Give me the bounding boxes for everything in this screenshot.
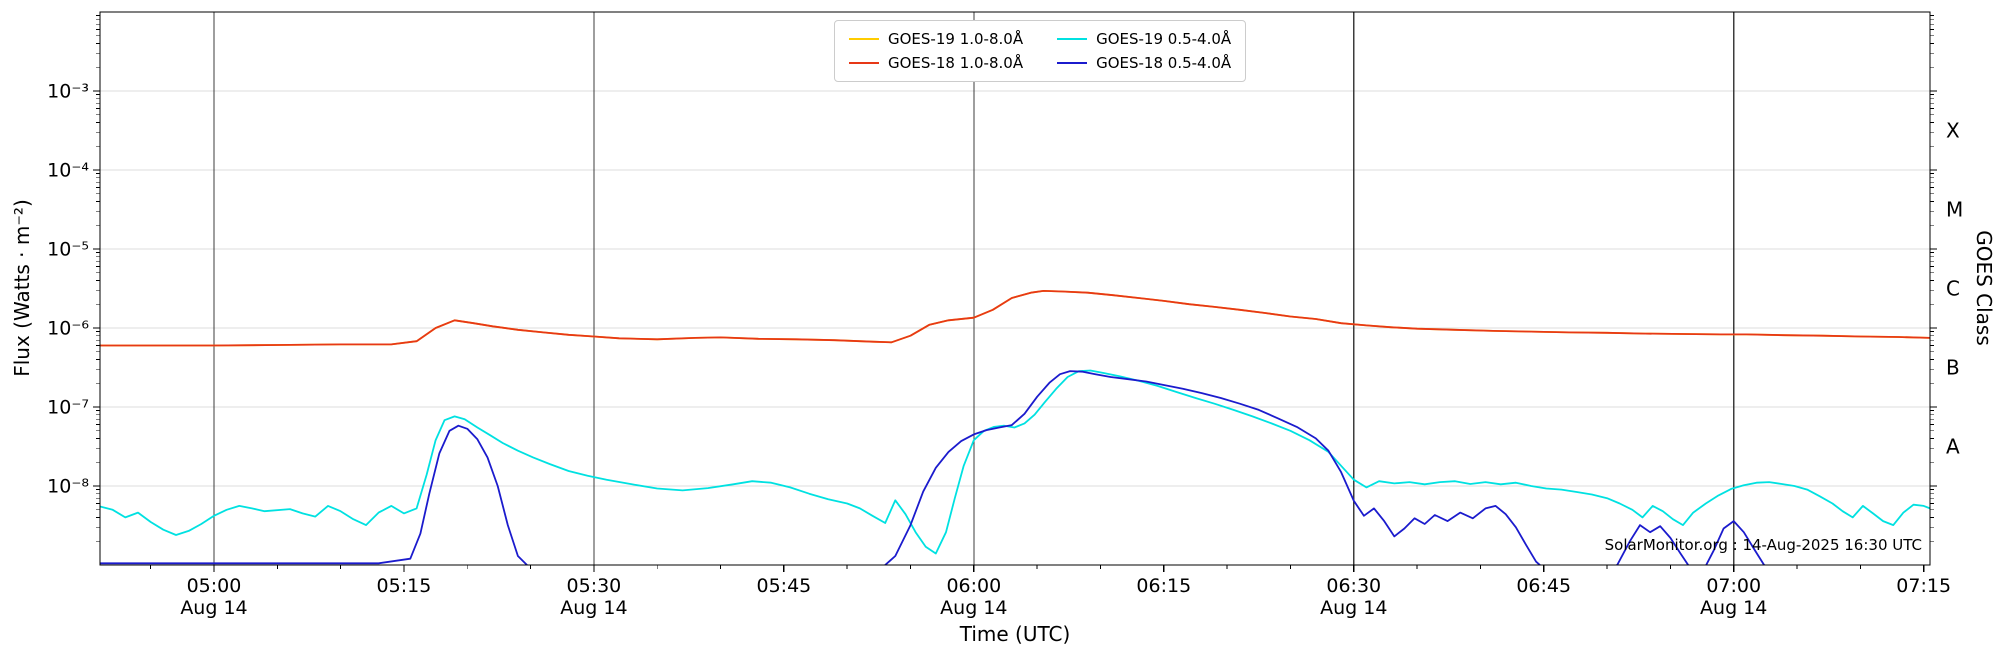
x-tick-date-label: Aug 14 <box>940 597 1007 619</box>
x-tick-label: 05:00 <box>187 575 242 597</box>
x-tick-label: 06:00 <box>946 575 1001 597</box>
x-tick-date-label: Aug 14 <box>560 597 627 619</box>
y-tick-label: 10⁻⁴ <box>47 160 89 182</box>
x-tick-label: 05:30 <box>567 575 622 597</box>
legend-item-goes19-long: GOES-19 1.0-8.0Å <box>849 30 1023 48</box>
goes-class-letter-C: C <box>1946 277 1960 301</box>
y-tick-label: 10⁻³ <box>47 81 89 103</box>
series-line-goes18-short <box>100 370 1767 565</box>
legend-line-swatch-goes18-long <box>849 62 879 64</box>
legend: GOES-19 1.0-8.0Å GOES-18 1.0-8.0Å GOES-19 … <box>834 20 1247 82</box>
legend-line-swatch-goes19-short <box>1057 38 1088 40</box>
x-tick-label: 07:00 <box>1706 575 1761 597</box>
x-tick-label: 06:30 <box>1326 575 1381 597</box>
x-axis-title: Time (UTC) <box>959 622 1071 646</box>
legend-label-goes19-long: GOES-19 1.0-8.0Å <box>888 30 1024 48</box>
y-tick-label: 10⁻⁷ <box>47 397 89 419</box>
watermark-text: SolarMonitor.org : 14-Aug-2025 16:30 UTC <box>1604 536 1922 554</box>
legend-item-goes18-long: GOES-18 1.0-8.0Å <box>849 54 1023 72</box>
x-tick-date-label: Aug 14 <box>180 597 247 619</box>
x-tick-label: 07:15 <box>1896 575 1951 597</box>
series-line-goes19-short <box>100 369 1930 555</box>
series-line-goes18-long <box>100 289 1930 347</box>
x-tick-label: 06:15 <box>1136 575 1191 597</box>
legend-label-goes18-short: GOES-18 0.5-4.0Å <box>1096 54 1232 72</box>
y-tick-label: 10⁻⁵ <box>47 239 89 261</box>
series-line-goes19-long <box>100 289 1930 347</box>
goes-class-letter-A: A <box>1946 435 1960 459</box>
legend-item-goes18-short: GOES-18 0.5-4.0Å <box>1057 54 1231 72</box>
y-axis-title: Flux (Watts · m⁻²) <box>10 199 34 377</box>
x-tick-label: 05:15 <box>377 575 432 597</box>
y-tick-label: 10⁻⁸ <box>47 476 89 498</box>
x-tick-date-label: Aug 14 <box>1320 597 1387 619</box>
y-tick-label: 10⁻⁶ <box>47 318 89 340</box>
x-tick-label: 05:45 <box>756 575 811 597</box>
x-tick-label: 06:45 <box>1516 575 1571 597</box>
legend-item-goes19-short: GOES-19 0.5-4.0Å <box>1057 30 1231 48</box>
plot-border <box>99 11 1931 566</box>
legend-line-swatch-goes18-short <box>1057 62 1088 64</box>
series-group <box>100 289 1930 565</box>
right-axis-title: GOES Class <box>1972 230 1996 346</box>
goes-class-letter-M: M <box>1946 198 1963 222</box>
goes-class-letter-B: B <box>1946 356 1960 380</box>
x-tick-date-label: Aug 14 <box>1700 597 1767 619</box>
goes-class-letter-X: X <box>1946 119 1960 143</box>
legend-label-goes19-short: GOES-19 0.5-4.0Å <box>1096 30 1232 48</box>
legend-label-goes18-long: GOES-18 1.0-8.0Å <box>888 54 1024 72</box>
legend-line-swatch-goes19-long <box>849 38 879 40</box>
